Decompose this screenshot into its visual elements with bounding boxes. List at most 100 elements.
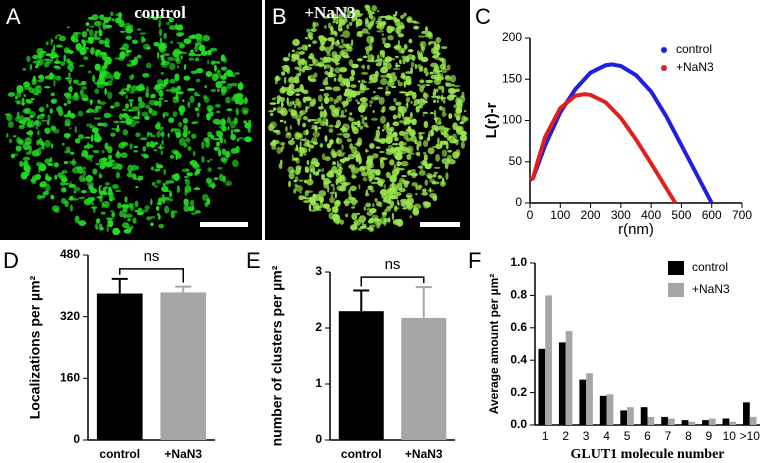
image-spot [274, 79, 278, 85]
image-spot [45, 53, 53, 57]
image-spot [137, 207, 142, 212]
image-spot [324, 24, 327, 29]
image-spot [115, 151, 122, 159]
image-spot [398, 120, 405, 124]
image-spot [71, 158, 76, 167]
image-spot [304, 168, 310, 174]
image-spot [36, 87, 43, 92]
image-spot [330, 194, 334, 198]
image-spot [47, 120, 50, 126]
image-spot [22, 156, 31, 161]
image-spot [440, 132, 447, 136]
bar [647, 416, 655, 425]
image-spot [98, 28, 103, 37]
image-spot [37, 79, 44, 83]
image-spot [408, 170, 411, 174]
image-spot [441, 177, 445, 185]
image-spot [125, 94, 128, 99]
image-spot [393, 163, 397, 172]
image-spot [98, 26, 101, 29]
image-spot [322, 81, 329, 86]
image-spot [14, 95, 18, 100]
image-spot [134, 200, 139, 208]
image-spot [46, 103, 49, 108]
image-spot [122, 129, 129, 136]
image-spot [35, 126, 39, 130]
image-spot [144, 205, 150, 210]
image-spot [343, 132, 351, 139]
image-spot [180, 55, 183, 60]
image-spot [178, 43, 186, 47]
image-spot [444, 162, 449, 170]
image-spot [446, 154, 453, 163]
image-spot [378, 96, 385, 105]
x-tick-label: 3 [583, 429, 590, 443]
image-spot [348, 117, 355, 122]
image-spot [183, 124, 188, 133]
image-spot [191, 212, 197, 215]
image-spot [183, 75, 191, 81]
image-spot [224, 150, 231, 159]
image-spot [51, 143, 54, 149]
image-spot [355, 14, 358, 20]
image-spot [35, 85, 42, 89]
image-spot [308, 140, 315, 144]
image-spot [102, 162, 109, 167]
image-spot [126, 84, 131, 89]
image-spot [353, 150, 361, 158]
image-spot [271, 145, 277, 150]
y-axis-label: Average amount per µm² [487, 274, 501, 415]
image-spot [390, 186, 398, 195]
image-spot [410, 171, 418, 179]
image-spot [146, 15, 152, 20]
bar [749, 416, 757, 425]
image-spot [74, 125, 77, 134]
image-spot [398, 59, 402, 64]
image-spot [164, 99, 169, 103]
image-spot [430, 74, 438, 80]
image-spot [203, 95, 208, 100]
image-spot [215, 130, 222, 134]
image-spot [309, 35, 314, 40]
image-spot [111, 212, 115, 218]
image-spot [427, 133, 430, 142]
image-spot [127, 164, 134, 173]
error-bar [175, 285, 192, 293]
image-spot [317, 117, 322, 124]
image-spot [370, 16, 376, 22]
image-spot [50, 98, 58, 103]
image-spot [103, 112, 112, 119]
image-spot [194, 210, 201, 214]
image-spot [295, 166, 302, 175]
image-spot [295, 98, 300, 106]
image-spot [445, 172, 449, 180]
image-spot [335, 16, 339, 25]
image-spot [98, 101, 107, 105]
image-spot [296, 68, 303, 71]
image-spot [82, 170, 86, 177]
image-spot [187, 146, 192, 151]
image-spot [323, 96, 330, 105]
image-spot [136, 211, 144, 216]
x-tick-label: 7 [665, 429, 672, 443]
image-spot [107, 154, 113, 160]
image-spot [193, 187, 201, 190]
image-spot [110, 132, 116, 137]
image-spot [26, 55, 31, 63]
image-spot [74, 138, 81, 144]
x-tick-label: 5 [624, 429, 631, 443]
image-spot [441, 111, 447, 117]
image-spot [190, 49, 194, 54]
image-spot [357, 119, 361, 128]
image-spot [389, 159, 395, 166]
image-spot [380, 78, 388, 86]
image-spot [358, 13, 364, 16]
image-spot [50, 38, 53, 46]
image-spot [93, 117, 102, 120]
image-spot [299, 153, 304, 157]
image-spot [230, 128, 234, 137]
image-spot [222, 158, 228, 164]
image-spot [367, 163, 371, 167]
image-spot [358, 184, 361, 190]
image-spot [340, 109, 345, 116]
